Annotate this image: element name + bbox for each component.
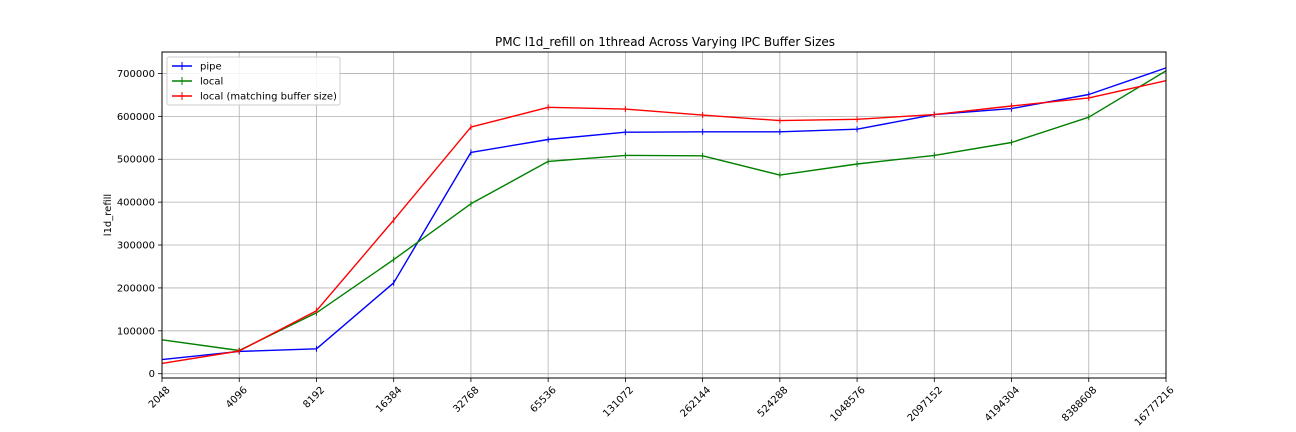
x-tick-label: 131072 [601,385,636,420]
series-line-3 [161,80,1167,365]
y-tick-label: 0 [149,369,155,380]
x-tick-label: 65536 [529,385,559,415]
y-tick-label: 600000 [117,112,155,123]
x-tick-label: 4194304 [983,385,1022,424]
x-tick-label: 262144 [678,385,713,420]
x-tick-label: 16777216 [1133,385,1177,429]
legend-label: local [200,77,223,88]
x-tick-label: 16384 [374,385,404,415]
legend-label: pipe [200,62,222,73]
y-tick-label: 100000 [117,326,155,337]
x-axis: 2048 4096 8192 16384 32768 65536 131072 262144 5… [147,378,1177,429]
y-tick-label: 500000 [117,155,155,166]
legend: pipe local local (matching buffer size) [166,56,341,106]
x-tick-label: 2097152 [906,385,945,424]
x-tick-label: 8388608 [1060,385,1099,424]
x-tick-label: 1048576 [828,385,867,424]
chart-title: PMC l1d_refill on 1thread Across Varying… [495,35,835,49]
series-group [161,64,1167,367]
plot-frame [161,51,1167,379]
x-tick-label: 4096 [224,385,250,411]
y-tick-label: 700000 [117,69,155,80]
x-tick-label: 8192 [301,385,327,411]
x-tick-label: 32768 [451,385,481,415]
x-tick-label: 524288 [756,385,791,420]
y-tick-label: 400000 [117,198,155,209]
x-tick-label: 2048 [147,385,173,411]
y-axis: 0 100000 200000 300000 400000 500000 600000 700… [117,69,162,380]
legend-box [166,56,341,106]
y-tick-label: 300000 [117,241,155,252]
series-line-2 [161,70,1167,352]
legend-label: local (matching buffer size) [200,92,337,103]
y-axis-label: l1d_refill [103,194,114,236]
y-tick-label: 200000 [117,283,155,294]
series-line-1 [161,67,1167,361]
